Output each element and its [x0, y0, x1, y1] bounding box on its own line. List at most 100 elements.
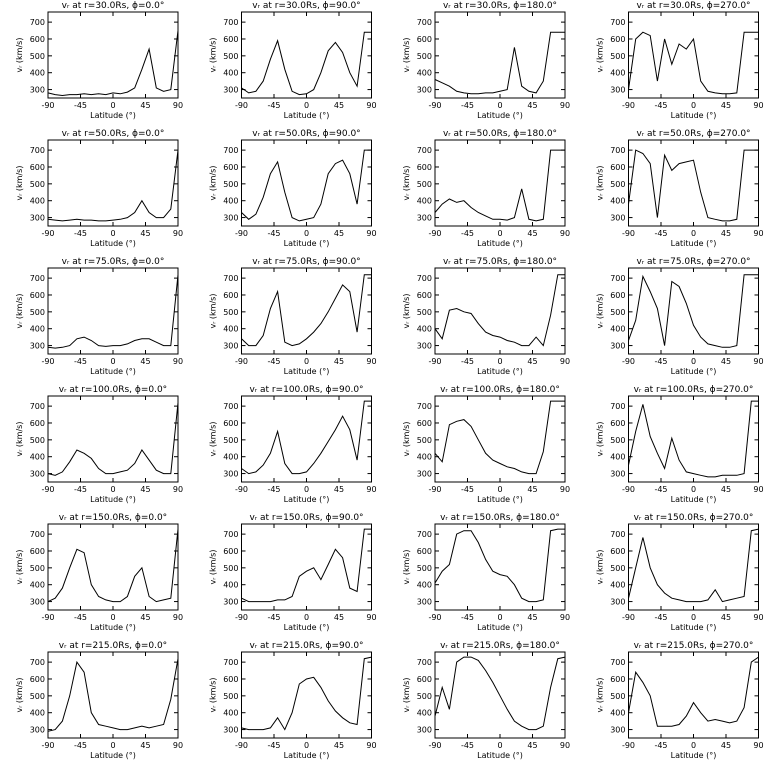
x-tick-label: -90	[41, 613, 54, 622]
x-tick-label: 0	[691, 613, 696, 622]
y-tick-label: 600	[223, 675, 238, 684]
chart-title: vᵣ at r=50.0Rs, ϕ=0.0°	[62, 129, 165, 139]
x-tick-label: 90	[560, 613, 570, 622]
y-tick-label: 400	[610, 197, 625, 206]
x-tick-label: 45	[140, 229, 150, 238]
x-tick-label: 45	[527, 229, 537, 238]
y-tick-label: 700	[610, 658, 625, 667]
chart-title: vᵣ at r=50.0Rs, ϕ=180.0°	[443, 129, 557, 139]
y-tick-label: 700	[417, 274, 432, 283]
y-tick-label: 600	[610, 35, 625, 44]
y-tick-label: 700	[30, 146, 45, 155]
y-tick-label: 400	[417, 325, 432, 334]
y-tick-label: 400	[417, 197, 432, 206]
x-tick-label: 90	[753, 741, 763, 750]
x-tick-label: -90	[428, 357, 441, 366]
y-tick-label: 600	[417, 419, 432, 428]
y-tick-label: 700	[417, 402, 432, 411]
y-tick-label: 600	[30, 675, 45, 684]
y-tick-label: 700	[30, 658, 45, 667]
y-tick-label: 300	[223, 726, 238, 735]
y-tick-label: 400	[30, 581, 45, 590]
x-tick-label: 45	[721, 357, 731, 366]
y-tick-label: 600	[417, 675, 432, 684]
plot-frame	[434, 267, 566, 355]
x-tick-label: 90	[366, 485, 376, 494]
x-axis-label: Latitude (°)	[90, 239, 136, 248]
plot-frame	[434, 523, 566, 611]
x-axis-label: Latitude (°)	[671, 751, 717, 760]
y-tick-label: 600	[417, 291, 432, 300]
y-tick-label: 600	[610, 547, 625, 556]
y-axis-label: vᵣ (km/s)	[596, 550, 605, 585]
x-tick-label: 45	[527, 485, 537, 494]
panel: vᵣ at r=100.0Rs, ϕ=270.0° Latitude (°) vᵣ …	[596, 385, 764, 504]
y-tick-label: 300	[30, 726, 45, 735]
panel: vᵣ at r=50.0Rs, ϕ=180.0° Latitude (°) vᵣ (…	[402, 129, 570, 248]
y-tick-label: 300	[610, 86, 625, 95]
plot-frame	[241, 651, 372, 739]
x-tick-label: 90	[173, 101, 183, 110]
y-tick-label: 300	[610, 470, 625, 479]
data-line	[47, 30, 179, 97]
x-tick-label: 45	[140, 357, 150, 366]
plot-frame	[241, 267, 372, 355]
y-tick-label: 400	[30, 453, 45, 462]
x-axis-label: Latitude (°)	[671, 495, 717, 504]
x-axis-label: Latitude (°)	[477, 751, 523, 760]
x-tick-label: -90	[622, 485, 635, 494]
y-tick-label: 300	[417, 470, 432, 479]
x-axis-label: Latitude (°)	[671, 367, 717, 376]
x-axis-label: Latitude (°)	[477, 367, 523, 376]
x-tick-label: -45	[267, 741, 280, 750]
x-tick-label: -45	[267, 229, 280, 238]
y-axis-label: vᵣ (km/s)	[209, 166, 218, 201]
x-tick-label: -90	[428, 229, 441, 238]
y-tick-label: 500	[223, 180, 238, 189]
x-tick-label: -45	[654, 229, 667, 238]
x-tick-label: 0	[110, 741, 115, 750]
plot-frame	[47, 139, 179, 227]
x-tick-label: 90	[173, 485, 183, 494]
x-tick-label: 0	[304, 485, 309, 494]
x-axis-label: Latitude (°)	[671, 239, 717, 248]
x-tick-label: -90	[235, 357, 248, 366]
x-tick-label: -45	[267, 613, 280, 622]
x-tick-label: 90	[173, 741, 183, 750]
y-tick-label: 400	[417, 581, 432, 590]
y-axis-label: vᵣ (km/s)	[15, 166, 24, 201]
x-axis-label: Latitude (°)	[477, 111, 523, 120]
x-tick-label: 45	[527, 357, 537, 366]
y-tick-label: 400	[223, 197, 238, 206]
x-tick-label: -45	[654, 485, 667, 494]
y-tick-label: 600	[417, 35, 432, 44]
x-axis-label: Latitude (°)	[284, 367, 330, 376]
y-tick-label: 600	[30, 35, 45, 44]
y-tick-label: 600	[223, 35, 238, 44]
x-tick-label: 0	[304, 229, 309, 238]
x-tick-label: -90	[622, 741, 635, 750]
y-axis-label: vᵣ (km/s)	[596, 166, 605, 201]
y-tick-label: 400	[417, 453, 432, 462]
chart-title: vᵣ at r=100.0Rs, ϕ=270.0°	[634, 385, 754, 395]
x-tick-label: 90	[366, 101, 376, 110]
x-axis-label: Latitude (°)	[671, 623, 717, 632]
x-tick-label: 0	[110, 101, 115, 110]
panel: vᵣ at r=30.0Rs, ϕ=180.0° Latitude (°) vᵣ (…	[402, 1, 570, 120]
y-tick-label: 300	[610, 214, 625, 223]
x-tick-label: 90	[753, 101, 763, 110]
y-tick-label: 700	[223, 146, 238, 155]
y-tick-label: 500	[223, 692, 238, 701]
x-tick-label: 0	[497, 485, 502, 494]
chart-title: vᵣ at r=75.0Rs, ϕ=180.0°	[443, 257, 557, 267]
panel: vᵣ at r=30.0Rs, ϕ=270.0° Latitude (°) vᵣ (…	[596, 1, 764, 120]
data-line	[628, 528, 759, 603]
x-tick-label: -90	[428, 101, 441, 110]
x-tick-label: -90	[41, 485, 54, 494]
chart-title: vᵣ at r=50.0Rs, ϕ=270.0°	[636, 129, 750, 139]
y-tick-label: 700	[417, 658, 432, 667]
y-tick-label: 400	[610, 581, 625, 590]
y-tick-label: 700	[223, 274, 238, 283]
y-tick-label: 400	[30, 709, 45, 718]
